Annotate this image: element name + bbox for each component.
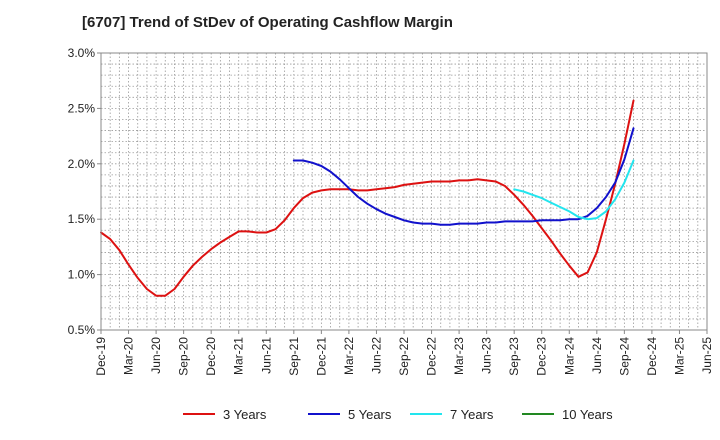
x-tick-label: Sep-21 — [287, 337, 301, 376]
legend-label: 5 Years — [348, 407, 392, 422]
x-tick-label: Sep-20 — [177, 337, 191, 376]
x-tick-label: Sep-24 — [617, 337, 631, 376]
legend-layer: 3 Years 5 Years 7 Years 10 Years — [183, 407, 613, 422]
x-tick-label: Mar-25 — [672, 337, 686, 375]
x-tick-label: Jun-21 — [259, 337, 273, 374]
legend-label: 3 Years — [223, 407, 267, 422]
legend-label: 10 Years — [562, 407, 613, 422]
x-tick-label: Mar-23 — [452, 337, 466, 375]
x-tick-label: Jun-22 — [369, 337, 383, 374]
x-tick-label: Jun-25 — [700, 337, 714, 374]
x-tick-label: Dec-21 — [314, 337, 328, 376]
y-tick-label: 1.5% — [68, 212, 96, 226]
y-tick-label: 0.5% — [68, 323, 96, 337]
chart-title: [6707] Trend of StDev of Operating Cashf… — [82, 14, 453, 31]
series-line-7-years — [513, 159, 635, 221]
x-tick-label: Jun-24 — [590, 337, 604, 374]
x-tick-label: Dec-22 — [425, 337, 439, 376]
x-tick-label: Jun-23 — [480, 337, 494, 374]
grid-layer — [101, 53, 707, 330]
y-tick-label: 2.0% — [68, 157, 96, 171]
y-tick-label: 3.0% — [68, 46, 96, 60]
axis-layer: 0.5% 1.0% 1.5% 2.0% 2.5% 3.0% Dec-19 Mar-20 Jun-… — [68, 46, 714, 376]
legend-label: 7 Years — [450, 407, 494, 422]
x-tick-label: Dec-24 — [645, 337, 659, 376]
x-tick-label: Dec-23 — [535, 337, 549, 376]
y-tick-label: 1.0% — [68, 268, 96, 282]
x-tick-label: Dec-19 — [94, 337, 108, 376]
y-tick-label: 2.5% — [68, 101, 96, 115]
series-line-3-years — [100, 99, 635, 297]
x-tick-label: Sep-23 — [507, 337, 521, 376]
x-tick-label: Mar-20 — [122, 337, 136, 375]
series-layer — [100, 99, 635, 297]
x-tick-label: Dec-20 — [204, 337, 218, 376]
x-tick-label: Mar-22 — [342, 337, 356, 375]
series-line-5-years — [292, 127, 635, 226]
x-tick-label: Jun-20 — [149, 337, 163, 374]
x-tick-label: Mar-21 — [232, 337, 246, 375]
x-tick-label: Mar-24 — [562, 337, 576, 375]
x-tick-label: Sep-22 — [397, 337, 411, 376]
